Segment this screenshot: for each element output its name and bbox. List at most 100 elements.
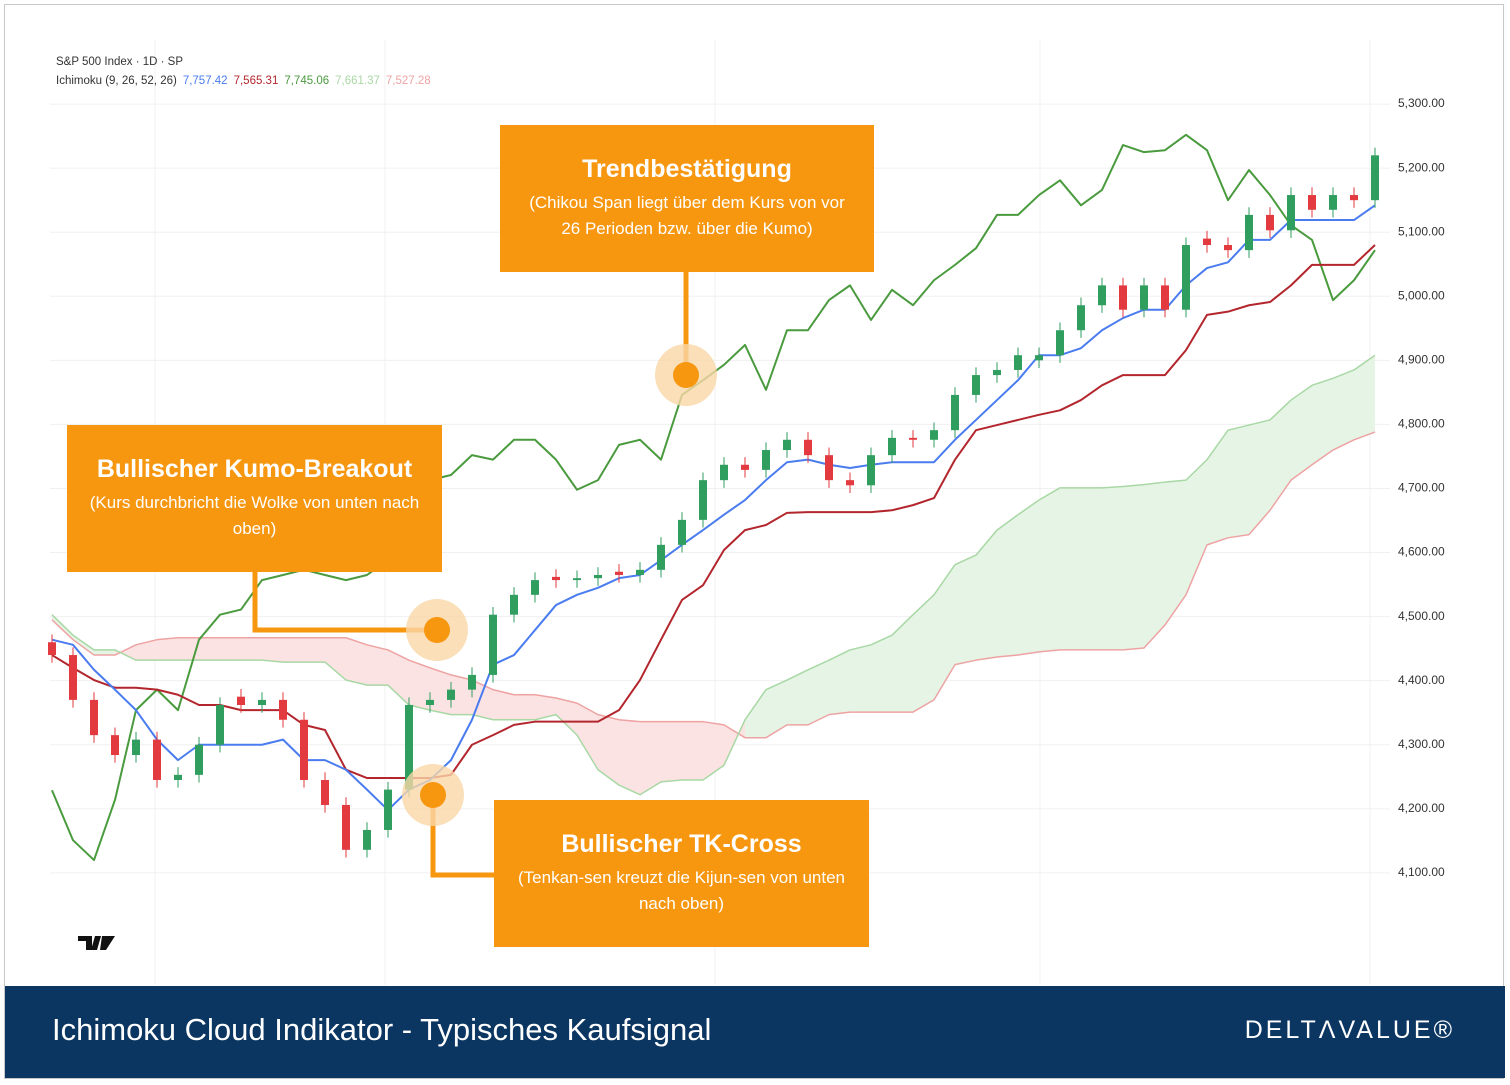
cloud-fill [304, 637, 325, 663]
cloud-fill [325, 637, 346, 681]
candle-body [510, 594, 518, 615]
candle-body [762, 450, 770, 470]
cloud-fill [241, 637, 262, 661]
candle-body [384, 789, 392, 830]
cloud-fill [724, 719, 745, 766]
cloud-fill [1249, 419, 1270, 535]
annotation-title: Bullischer TK-Cross [561, 830, 802, 858]
candle-body [1287, 195, 1295, 231]
annotation-title: Trendbestätigung [582, 155, 792, 183]
candle-body [1014, 355, 1022, 370]
candle-body [1266, 214, 1274, 231]
y-tick-label: 4,600.00 [1398, 545, 1445, 559]
candle-body [699, 480, 707, 520]
cloud-fill [703, 721, 724, 780]
candle-body [447, 689, 455, 700]
cloud-fill [829, 649, 850, 715]
cloud-fill [115, 644, 136, 661]
annotation-text: (Tenkan-sen kreuzt die Kijun-sen von unt… [518, 868, 845, 913]
annotation-text: (Kurs durchbricht die Wolke von unten na… [89, 493, 420, 538]
cloud-fill [136, 639, 157, 661]
cloud-fill [535, 694, 556, 720]
cloud-fill [808, 660, 829, 725]
cloud-fill [955, 555, 976, 665]
candle-body [909, 437, 917, 440]
candle-body [90, 699, 98, 736]
cloud-fill [1165, 480, 1186, 625]
cloud-fill [493, 689, 514, 720]
cloud-fill [388, 649, 409, 706]
cloud-fill [1123, 484, 1144, 650]
indicator-legend: Ichimoku (9, 26, 52, 26) 7,757.42 7,565.31… [56, 75, 431, 87]
cloud-fill [934, 564, 955, 700]
candle-body [1161, 285, 1169, 310]
y-tick-label: 4,900.00 [1398, 353, 1445, 367]
candle-body [300, 719, 308, 780]
ichimoku-line [51, 431, 1376, 739]
annotation: Bullischer Kumo-Breakout (Kurs durchbric… [67, 425, 442, 572]
cloud-fill [1207, 430, 1228, 545]
indicator-label: Ichimoku (9, 26, 52, 26) [56, 75, 177, 87]
brand: DELTΛVALUE® [1244, 1016, 1455, 1044]
candle-body [1035, 355, 1043, 361]
footer: Ichimoku Cloud Indikator - Typisches Kau… [5, 986, 1505, 1078]
candle-body [846, 480, 854, 486]
cloud-fill [598, 714, 619, 786]
candle-body [825, 455, 833, 481]
cloud-fill [1102, 486, 1123, 650]
cloud-fill [472, 680, 493, 720]
ichimoku-line [51, 354, 1376, 796]
candle-body [342, 804, 350, 850]
candle-body [489, 614, 497, 675]
candle-body [405, 705, 413, 790]
candle-body [1140, 285, 1148, 310]
cloud-fill [556, 697, 577, 736]
candle-body [552, 576, 560, 581]
cloud-fill [766, 680, 787, 738]
legend-value: 7,757.42 [183, 75, 228, 87]
candle-body [531, 580, 539, 595]
cloud-fill [997, 514, 1018, 657]
cloud-fill [1291, 385, 1312, 481]
candle-body [867, 455, 875, 486]
cloud-fill [94, 649, 115, 656]
cloud-fill [409, 660, 430, 711]
candle-body [1077, 305, 1085, 331]
cloud-fill [745, 689, 766, 738]
cloud-fill [1333, 369, 1354, 451]
candle-body [237, 696, 245, 706]
candle-body [1329, 195, 1337, 210]
cloud-fill [346, 637, 367, 686]
y-tick-label: 4,200.00 [1398, 801, 1445, 815]
candle-body [111, 735, 119, 755]
y-tick-label: 4,800.00 [1398, 417, 1445, 431]
y-tick-label: 5,200.00 [1398, 160, 1445, 174]
cloud-fill [1312, 378, 1333, 465]
candle-body [1119, 285, 1127, 310]
cloud-fill [661, 721, 682, 782]
cloud-fill [976, 530, 997, 661]
y-tick-label: 4,400.00 [1398, 673, 1445, 687]
y-tick-label: 4,500.00 [1398, 609, 1445, 623]
cloud-fill [73, 635, 94, 656]
candle-body [1245, 214, 1253, 251]
legend-value: 7,527.28 [386, 75, 431, 87]
cloud-fill [640, 721, 661, 795]
y-tick-label: 4,100.00 [1398, 865, 1445, 879]
candle-body [321, 779, 329, 805]
candle-body [1056, 330, 1064, 356]
cloud-fill [1228, 425, 1249, 538]
cloud-fill [430, 667, 451, 715]
cloud-fill [1060, 487, 1081, 650]
candle-body [930, 430, 938, 440]
candle-body [615, 571, 623, 575]
cloud-fill [262, 637, 283, 663]
plot: 4,100.00 4,200.00 4,300.00 4,400.00 4,500.00… [48, 96, 1445, 879]
candle-body [741, 464, 749, 470]
candle-body [1182, 245, 1190, 310]
candle-body [888, 437, 896, 456]
cloud-fill [682, 721, 703, 780]
ichimoku-line [51, 204, 1376, 812]
